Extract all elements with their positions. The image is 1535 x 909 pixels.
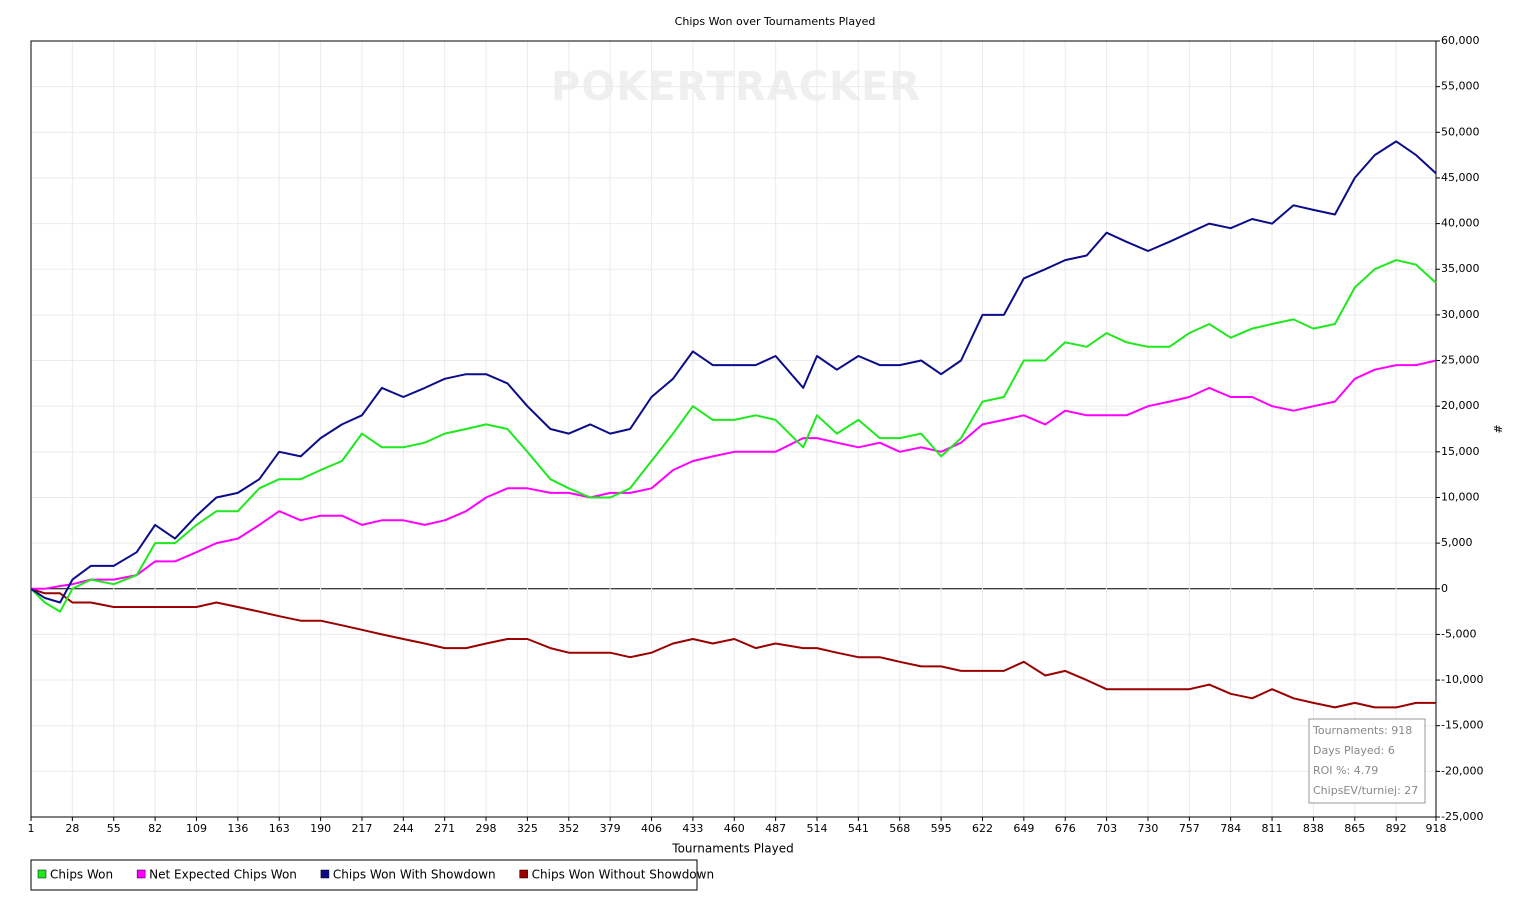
x-tick-label: 622 [972, 822, 993, 835]
y-tick-label: 0 [1441, 582, 1448, 595]
y-tick-label: 10,000 [1441, 490, 1480, 503]
x-tick-label: 217 [351, 822, 372, 835]
x-tick-label: 109 [186, 822, 207, 835]
y-tick-label: 35,000 [1441, 262, 1480, 275]
x-tick-label: 892 [1386, 822, 1407, 835]
legend-swatch [320, 869, 330, 879]
x-tick-label: 352 [558, 822, 579, 835]
x-tick-label: 433 [682, 822, 703, 835]
y-tick-label: 15,000 [1441, 445, 1480, 458]
x-tick-label: 487 [765, 822, 786, 835]
x-tick-label: 163 [269, 822, 290, 835]
y-tick-label: 5,000 [1441, 536, 1473, 549]
y-tick-label: -15,000 [1441, 719, 1483, 732]
x-tick-label: 568 [889, 822, 910, 835]
x-tick-label: 1 [28, 822, 35, 835]
x-tick-label: 595 [931, 822, 952, 835]
legend-label: Chips Won With Showdown [333, 868, 496, 882]
info-line: Tournaments: 918 [1312, 724, 1412, 737]
x-tick-label: 379 [600, 822, 621, 835]
chart-title: Chips Won over Tournaments Played [675, 15, 876, 28]
x-tick-label: 244 [393, 822, 414, 835]
y-tick-label: 20,000 [1441, 399, 1480, 412]
legend-label: Chips Won Without Showdown [532, 868, 714, 882]
series-line [30, 259, 1437, 613]
grid [30, 40, 1440, 821]
x-tick-label: 918 [1426, 822, 1447, 835]
y-axis-label: # [1491, 424, 1504, 433]
x-tick-label: 811 [1262, 822, 1283, 835]
info-line: Days Played: 6 [1313, 744, 1395, 757]
y-tick-label: 55,000 [1441, 80, 1480, 93]
legend-swatch [37, 869, 47, 879]
x-tick-label: 460 [724, 822, 745, 835]
x-tick-label: 55 [107, 822, 121, 835]
legend-label: Chips Won [50, 868, 113, 882]
y-tick-label: 40,000 [1441, 217, 1480, 230]
x-tick-label: 298 [476, 822, 497, 835]
lines [30, 140, 1437, 709]
series-line [30, 587, 1436, 709]
x-tick-label: 784 [1220, 822, 1241, 835]
y-tick-label: -10,000 [1441, 673, 1483, 686]
x-tick-label: 271 [434, 822, 455, 835]
x-tick-label: 325 [517, 822, 538, 835]
legend-swatch [136, 869, 146, 879]
x-tick-label: 190 [310, 822, 331, 835]
legend-swatch [519, 869, 528, 879]
x-tick-label: 676 [1055, 822, 1076, 835]
x-tick-label: 82 [148, 822, 162, 835]
info-box: Tournaments: 918 Days Played: 6 ROI %: 4.7… [1308, 718, 1426, 804]
y-tick-label: 45,000 [1441, 171, 1480, 184]
y-tick-label: -25,000 [1441, 810, 1483, 823]
x-tick-label: 541 [848, 822, 869, 835]
x-tick-label: 649 [1013, 822, 1034, 835]
x-tick-label: 703 [1096, 822, 1117, 835]
x-tick-label: 757 [1179, 822, 1200, 835]
legend-label: Net Expected Chips Won [149, 868, 297, 882]
legend: Chips Won Net Expected Chips Won Chips Won… [30, 859, 714, 891]
x-tick-label: 838 [1303, 822, 1324, 835]
x-tick-label: 514 [807, 822, 828, 835]
x-tick-label: 406 [641, 822, 662, 835]
x-tick-label: 28 [65, 822, 79, 835]
info-frame [1308, 718, 1426, 804]
y-tick-label: -20,000 [1441, 764, 1483, 777]
info-line: ChipsEV/turniej: 27 [1313, 784, 1418, 797]
series-line [30, 140, 1437, 604]
x-tick-label: 730 [1137, 822, 1158, 835]
x-tick-label: 136 [227, 822, 248, 835]
info-line: ROI %: 4.79 [1313, 764, 1378, 777]
y-tick-label: 50,000 [1441, 125, 1480, 138]
y-tick-label: 25,000 [1441, 354, 1480, 367]
series-line [31, 359, 1437, 590]
y-tick-label: 30,000 [1441, 308, 1480, 321]
x-tick-label: 865 [1344, 822, 1365, 835]
x-axis-label: Tournaments Played [671, 842, 793, 856]
y-tick-label: 60,000 [1441, 34, 1480, 47]
y-tick-label: -5,000 [1441, 627, 1476, 640]
plot-frame [30, 40, 1437, 818]
